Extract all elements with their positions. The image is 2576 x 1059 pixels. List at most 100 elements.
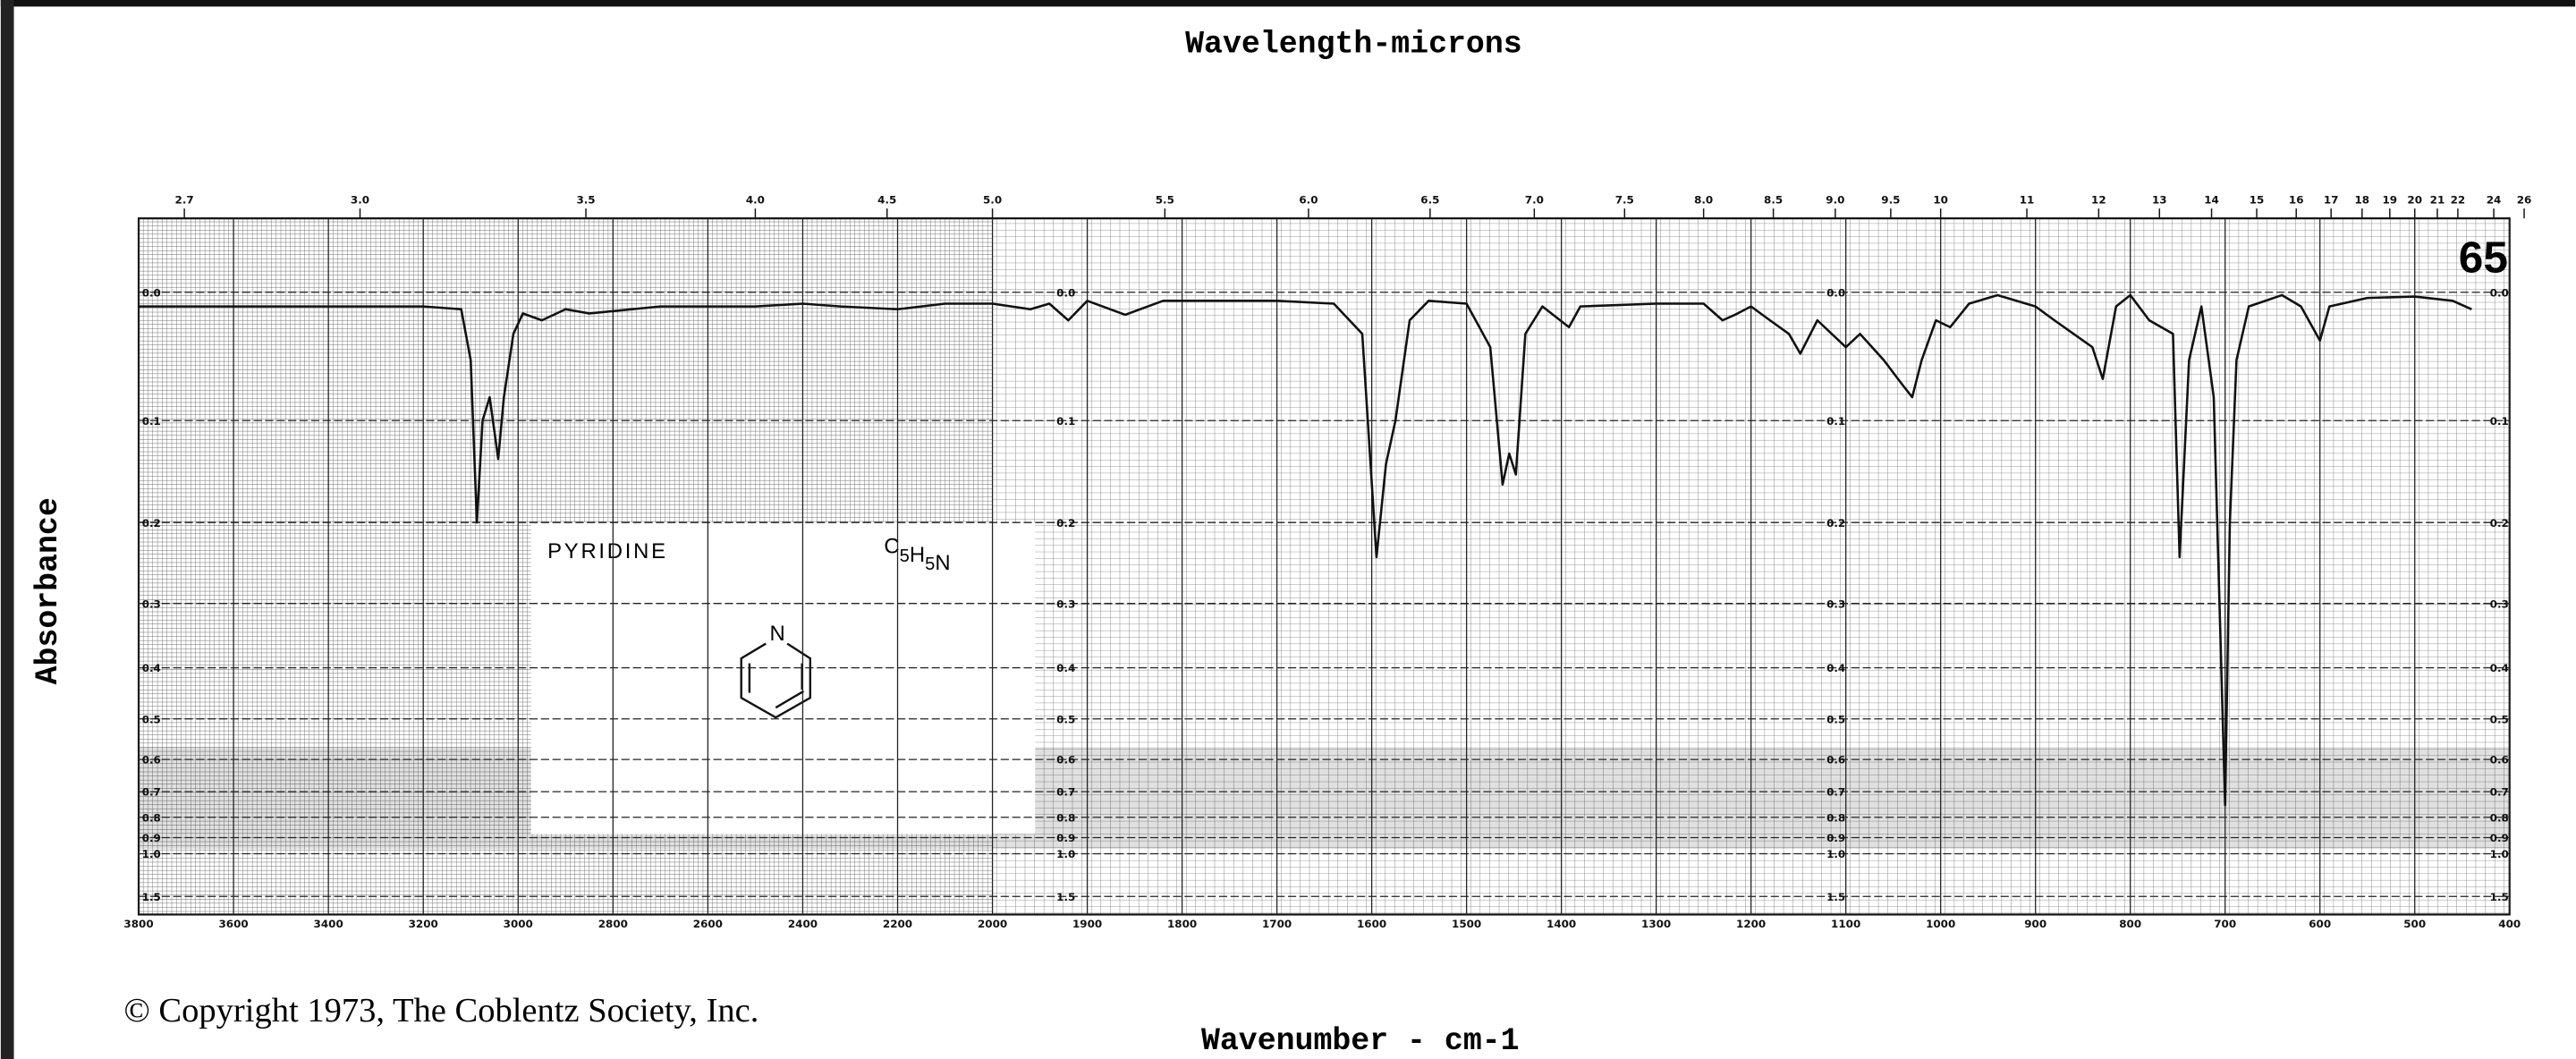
- y-tick-label: 0.0: [1826, 286, 1845, 299]
- x-tick-label: 3000: [504, 918, 533, 930]
- y-tick-label: 0.3: [1826, 597, 1845, 610]
- y-tick-label: 0.4: [1056, 662, 1075, 674]
- y-tick-label: 0.8: [2490, 811, 2509, 824]
- y-tick-label: 0.5: [2490, 713, 2509, 725]
- copyright: © Copyright 1973, The Coblentz Society, …: [124, 992, 759, 1029]
- x-tick-label: 400: [2498, 918, 2521, 930]
- x2-tick-label: 4.5: [877, 194, 896, 207]
- y-tick-label: 1.5: [1826, 891, 1845, 903]
- x2-tick-label: 18: [2355, 194, 2370, 207]
- x2-tick-label: 3.5: [576, 194, 595, 207]
- y-tick-label: 0.7: [1056, 786, 1075, 799]
- y-tick-label: 0.3: [2490, 597, 2509, 610]
- x2-tick-label: 3.0: [351, 194, 369, 207]
- x2-tick-label: 11: [2020, 194, 2035, 207]
- x-tick-label: 2600: [693, 918, 723, 930]
- y-tick-label: 0.9: [1826, 832, 1845, 844]
- x2-tick-label: 15: [2250, 194, 2265, 207]
- x-axis-title: Wavenumber - cm-1: [1201, 1024, 1520, 1059]
- y-tick-label: 0.2: [1826, 517, 1845, 530]
- y-tick-label: 0.4: [142, 662, 161, 674]
- x-tick-label: 700: [2214, 918, 2236, 930]
- y-tick-label: 0.6: [142, 754, 161, 767]
- y-tick-label: 0.3: [1056, 597, 1075, 610]
- y-tick-label: 0.1: [1826, 415, 1845, 428]
- y-tick-label: 0.9: [1056, 832, 1075, 844]
- x-tick-label: 3400: [314, 918, 343, 930]
- x-tick-label: 1200: [1736, 918, 1766, 930]
- y-tick-label: 0.1: [1056, 415, 1075, 428]
- x-tick-label: 2400: [788, 918, 818, 930]
- x-tick-label: 1000: [1926, 918, 1955, 930]
- y-tick-label: 0.9: [142, 832, 161, 844]
- spectrum-number: 65: [2459, 233, 2508, 283]
- x-tick-label: 600: [2309, 918, 2331, 930]
- y-tick-label: 0.6: [1826, 754, 1845, 767]
- compound-panel: [530, 521, 1036, 834]
- y-tick-label: 0.5: [1056, 713, 1075, 725]
- x2-tick-label: 16: [2289, 194, 2304, 207]
- x-tick-label: 1400: [1546, 918, 1576, 930]
- x2-tick-label: 12: [2091, 194, 2106, 207]
- x2-tick-label: 21: [2430, 194, 2445, 207]
- x2-tick-label: 17: [2324, 194, 2339, 207]
- frame-left: [0, 0, 14, 1059]
- x-tick-label: 2200: [883, 918, 912, 930]
- compound-name: PYRIDINE: [547, 539, 668, 563]
- y-tick-label: 0.6: [1056, 754, 1075, 767]
- x2-tick-label: 2.7: [175, 194, 194, 207]
- y-tick-label: 0.7: [1826, 786, 1845, 799]
- y-tick-label: 0.4: [2490, 662, 2509, 674]
- x2-tick-label: 22: [2451, 194, 2466, 207]
- x2-tick-label: 8.5: [1764, 194, 1783, 207]
- structure-atom: N: [769, 622, 784, 646]
- y-tick-label: 1.0: [1826, 848, 1845, 860]
- x2-tick-label: 26: [2517, 194, 2532, 207]
- top-axis-title: Wavelength-microns: [1185, 28, 1522, 63]
- x2-tick-label: 10: [1933, 194, 1948, 207]
- y-tick-label: 0.9: [2490, 832, 2509, 844]
- x2-tick-label: 5.5: [1156, 194, 1174, 207]
- y-tick-label: 1.5: [142, 891, 161, 903]
- x-tick-label: 1800: [1167, 918, 1197, 930]
- y-tick-label: 1.5: [1056, 891, 1075, 903]
- y-tick-label: 1.0: [142, 848, 161, 860]
- y-tick-label: 0.2: [2490, 517, 2509, 530]
- y-tick-label: 0.0: [1056, 286, 1075, 299]
- y-tick-label: 0.7: [142, 786, 161, 799]
- structure: [740, 642, 812, 719]
- compound-box: PYRIDINE C5H5N N: [530, 521, 1036, 834]
- y-tick-label: 0.8: [142, 811, 161, 824]
- y-tick-label: 1.5: [2490, 891, 2509, 903]
- x2-tick-label: 9.0: [1826, 194, 1844, 207]
- x2-tick-label: 24: [2487, 194, 2502, 207]
- x2-tick-label: 14: [2204, 194, 2219, 207]
- x-tick-label: 1300: [1641, 918, 1671, 930]
- x2-tick-label: 8.0: [1694, 194, 1713, 207]
- y-tick-label: 0.4: [1826, 662, 1845, 674]
- x-tick-label: 1600: [1357, 918, 1386, 930]
- x2-tick-label: 19: [2383, 194, 2398, 207]
- y-tick-label: 0.7: [2490, 786, 2509, 799]
- y-tick-label: 0.5: [1826, 713, 1845, 725]
- y-tick-label: 0.8: [1056, 811, 1075, 824]
- y-tick-label: 0.5: [142, 713, 161, 725]
- y-tick-label: 0.6: [2490, 754, 2509, 767]
- x-tick-label: 800: [2119, 918, 2141, 930]
- x-tick-label: 2000: [978, 918, 1007, 930]
- x2-tick-label: 7.5: [1615, 194, 1634, 207]
- x2-tick-label: 6.5: [1420, 194, 1439, 207]
- y-tick-label: 0.0: [142, 286, 161, 299]
- x2-tick-label: 20: [2407, 194, 2422, 207]
- y-axis-title: Absorbance: [31, 497, 66, 684]
- x-tick-label: 1100: [1831, 918, 1860, 930]
- x2-tick-label: 4.0: [746, 194, 765, 207]
- frame-top: [0, 0, 2576, 7]
- x2-tick-label: 7.0: [1525, 194, 1544, 207]
- y-tick-label: 1.0: [1056, 848, 1075, 860]
- x-tick-label: 2800: [598, 918, 628, 930]
- x2-tick-label: 5.0: [983, 194, 1002, 207]
- y-tick-label: 1.0: [2490, 848, 2509, 860]
- y-tick-label: 0.2: [1056, 517, 1075, 530]
